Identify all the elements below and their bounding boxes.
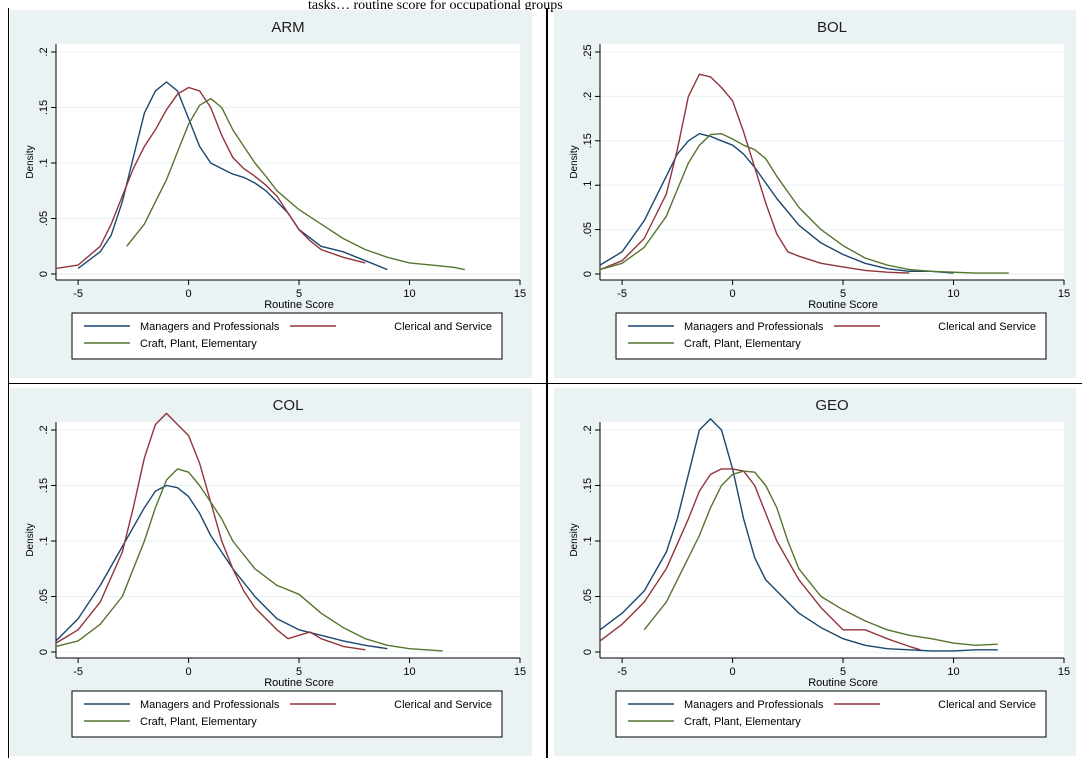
series-line-craft <box>126 97 465 271</box>
y-tick-label: .15 <box>38 478 50 493</box>
legend-label-clerical: Clerical and Service <box>394 699 492 711</box>
legend-label-managers: Managers and Professionals <box>140 699 280 711</box>
x-tick-label: 15 <box>514 288 526 300</box>
series-line-clerical <box>55 412 366 651</box>
geo-density-chart: GEO 0 .05 .1 .15 .2 Density -5 0 5 10 15 Routine Sco… <box>554 388 1076 756</box>
x-tick-label: 5 <box>296 666 302 678</box>
x-tick-label: 5 <box>296 288 302 300</box>
series-line-craft <box>599 132 1009 274</box>
chart-title: BOL <box>817 19 847 36</box>
y-tick-label: .2 <box>582 425 594 434</box>
x-axis-label: Routine Score <box>808 677 878 689</box>
series-line-clerical <box>55 86 366 270</box>
legend-box <box>615 312 1047 360</box>
chart-panel-geo: GEO 0 .05 .1 .15 .2 Density -5 0 5 10 15 Routine Sco… <box>554 388 1076 756</box>
y-tick-label: .2 <box>582 92 594 101</box>
legend-label-managers: Managers and Professionals <box>684 699 824 711</box>
x-axis-label: Routine Score <box>264 677 334 689</box>
x-tick-label: 0 <box>186 288 192 300</box>
x-tick-label: 10 <box>947 288 959 300</box>
series-line-managers <box>55 484 388 650</box>
x-tick-label: -5 <box>617 288 627 300</box>
plot-area <box>56 44 520 280</box>
x-tick-label: -5 <box>617 666 627 678</box>
y-tick-label: .15 <box>582 478 594 493</box>
y-axis-label: Density <box>25 145 36 178</box>
legend-label-managers: Managers and Professionals <box>684 321 824 333</box>
arm-density-chart: ARM 0 .05 .1 .15 .2 Density -5 0 5 10 15 Routine Sco… <box>10 10 532 378</box>
legend-box <box>615 690 1047 738</box>
x-tick-label: 5 <box>840 666 846 678</box>
x-tick-label: 10 <box>947 666 959 678</box>
legend-box <box>71 690 503 738</box>
legend-label-craft: Craft, Plant, Elementary <box>140 338 257 350</box>
y-axis-label: Density <box>569 523 580 556</box>
x-tick-label: 10 <box>403 288 415 300</box>
series-line-craft <box>55 468 443 652</box>
legend-label-craft: Craft, Plant, Elementary <box>684 338 801 350</box>
y-axis-label: Density <box>569 145 580 178</box>
table-middle-border <box>8 383 1082 384</box>
x-axis-label: Routine Score <box>264 299 334 311</box>
bol-density-chart: BOL 0 .05 .1 .15 .2 .25 Density -5 0 5 10 15 Routine … <box>554 10 1076 378</box>
series-line-clerical <box>599 73 910 274</box>
chart-grid: tasks… routine score for occupational gr… <box>8 0 1082 758</box>
series-line-clerical <box>599 468 921 651</box>
legend-label-clerical: Clerical and Service <box>938 699 1036 711</box>
chart-panel-bol: BOL 0 .05 .1 .15 .2 .25 Density -5 0 5 10 15 Routine … <box>554 10 1076 378</box>
y-tick-label: 0 <box>582 271 594 277</box>
x-tick-label: -5 <box>73 288 83 300</box>
y-tick-label: .05 <box>582 222 594 237</box>
y-tick-label: .25 <box>582 44 594 59</box>
y-tick-label: .2 <box>38 425 50 434</box>
y-tick-label: .1 <box>38 536 50 545</box>
legend-label-managers: Managers and Professionals <box>140 321 280 333</box>
chart-title: ARM <box>271 19 304 36</box>
x-tick-label: 15 <box>1058 288 1070 300</box>
legend-box <box>71 312 503 360</box>
x-tick-label: 15 <box>514 666 526 678</box>
clipped-heading: tasks… routine score for occupational gr… <box>308 0 563 13</box>
x-tick-label: 0 <box>730 288 736 300</box>
chart-panel-col: COL 0 .05 .1 .15 .2 Density -5 0 5 10 15 Routine Sco… <box>10 388 532 756</box>
series-line-craft <box>643 470 998 646</box>
plot-area <box>600 44 1064 280</box>
x-tick-label: 10 <box>403 666 415 678</box>
chart-panel-arm: ARM 0 .05 .1 .15 .2 Density -5 0 5 10 15 Routine Sco… <box>10 10 532 378</box>
y-tick-label: 0 <box>38 649 50 655</box>
y-axis-label: Density <box>25 523 36 556</box>
series-line-managers <box>599 132 954 274</box>
y-tick-label: .1 <box>582 536 594 545</box>
legend-label-clerical: Clerical and Service <box>938 321 1036 333</box>
y-tick-label: 0 <box>582 649 594 655</box>
series-line-managers <box>599 418 998 652</box>
x-tick-label: 0 <box>186 666 192 678</box>
y-tick-label: 0 <box>38 271 50 277</box>
y-tick-label: .1 <box>38 158 50 167</box>
y-tick-label: .15 <box>38 100 50 115</box>
y-tick-label: .2 <box>38 47 50 56</box>
chart-title: COL <box>273 397 304 414</box>
x-axis-label: Routine Score <box>808 299 878 311</box>
legend-label-clerical: Clerical and Service <box>394 321 492 333</box>
chart-title: GEO <box>815 397 848 414</box>
y-tick-label: .05 <box>38 211 50 226</box>
x-tick-label: 0 <box>730 666 736 678</box>
legend-label-craft: Craft, Plant, Elementary <box>684 716 801 728</box>
y-tick-label: .15 <box>582 133 594 148</box>
plot-area <box>56 422 520 658</box>
y-tick-label: .05 <box>582 589 594 604</box>
y-tick-label: .1 <box>582 181 594 190</box>
x-tick-label: 15 <box>1058 666 1070 678</box>
x-tick-label: 5 <box>840 288 846 300</box>
col-density-chart: COL 0 .05 .1 .15 .2 Density -5 0 5 10 15 Routine Sco… <box>10 388 532 756</box>
x-tick-label: -5 <box>73 666 83 678</box>
legend-label-craft: Craft, Plant, Elementary <box>140 716 257 728</box>
y-tick-label: .05 <box>38 589 50 604</box>
